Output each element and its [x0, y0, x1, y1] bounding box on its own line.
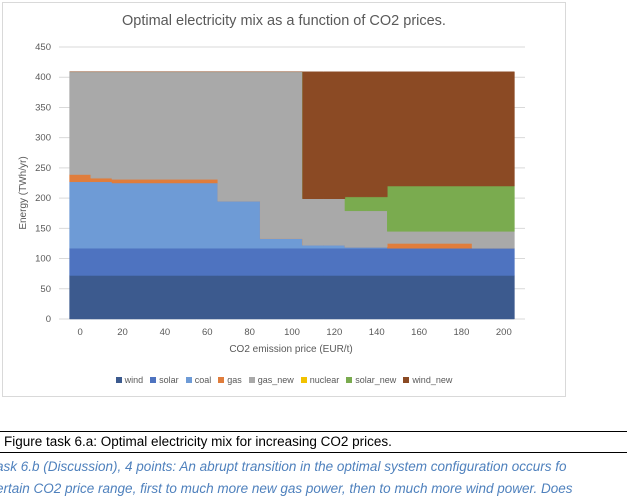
- legend: wind solar coal gas gas_new nuclear solar_new w…: [3, 375, 565, 385]
- legend-swatch: [300, 377, 307, 383]
- legend-item-nuclear: nuclear: [300, 375, 340, 385]
- y-tick-label: 400: [35, 72, 51, 83]
- task-text-line-2: ertain CO2 price range, first to much mo…: [0, 481, 573, 496]
- task-text: ask 6.b (Discussion), 4 points: An abrup…: [0, 456, 627, 500]
- x-tick-label: 80: [244, 327, 255, 338]
- area-stack: [69, 71, 515, 320]
- legend-label: nuclear: [309, 375, 340, 385]
- legend-label: solar_new: [355, 375, 397, 385]
- series-area-solar: [69, 248, 515, 276]
- legend-swatch: [248, 377, 255, 383]
- x-tick-label: 100: [284, 327, 300, 338]
- y-tick-label: 150: [35, 223, 51, 234]
- chart-plot: 0 50 100 150 200 250 300 350 400 450 0 20 40 60 80 100 1…: [18, 42, 525, 355]
- x-tick-label: 180: [454, 327, 470, 338]
- x-tick-label: 40: [160, 327, 171, 338]
- y-tick-label: 100: [35, 254, 51, 265]
- x-tick-label: 140: [369, 327, 385, 338]
- x-tick-label: 0: [78, 327, 83, 338]
- x-tick-label: 60: [202, 327, 213, 338]
- chart-title: Optimal electricity mix as a function of…: [122, 13, 446, 29]
- legend-item-wind: wind: [115, 375, 144, 385]
- legend-label: wind: [124, 375, 144, 385]
- legend-item-coal: coal: [185, 375, 212, 385]
- y-tick-label: 350: [35, 102, 51, 113]
- legend-item-gas: gas: [218, 375, 242, 385]
- legend-item-solar: solar: [150, 375, 179, 385]
- x-tick-label: 160: [411, 327, 427, 338]
- axes: 0 50 100 150 200 250 300 350 400 450 0 20 40 60 80 100 1…: [35, 42, 512, 338]
- legend-swatch: [150, 377, 157, 383]
- caption-rule-bottom: [0, 452, 627, 453]
- y-tick-label: 300: [35, 133, 51, 144]
- x-tick-label: 200: [496, 327, 512, 338]
- y-tick-label: 200: [35, 193, 51, 204]
- task-text-line-1: ask 6.b (Discussion), 4 points: An abrup…: [0, 459, 567, 474]
- legend-label: wind_new: [412, 375, 453, 385]
- x-tick-label: 20: [117, 327, 128, 338]
- legend-item-solar_new: solar_new: [346, 375, 396, 385]
- y-tick-label: 450: [35, 42, 51, 53]
- figure-caption: Figure task 6.a: Optimal electricity mix…: [4, 434, 392, 449]
- legend-label: gas: [227, 375, 242, 385]
- legend-swatch: [403, 377, 410, 383]
- series-area-wind: [69, 275, 515, 320]
- legend-item-gas_new: gas_new: [248, 375, 294, 385]
- legend-swatch: [185, 377, 192, 383]
- legend-label: solar: [159, 375, 179, 385]
- x-tick-label: 120: [326, 327, 342, 338]
- y-tick-label: 250: [35, 163, 51, 174]
- legend-item-wind_new: wind_new: [403, 375, 452, 385]
- legend-label: coal: [194, 375, 212, 385]
- legend-swatch: [218, 377, 225, 383]
- series-area-wind_new: [69, 71, 515, 199]
- y-tick-label: 50: [40, 284, 51, 295]
- x-axis-title: CO2 emission price (EUR/t): [229, 344, 352, 355]
- legend-swatch: [115, 377, 122, 383]
- y-axis-title: Energy (TWh/yr): [18, 156, 29, 229]
- legend-label: gas_new: [257, 375, 294, 385]
- legend-swatch: [346, 377, 353, 383]
- y-tick-label: 0: [46, 314, 51, 325]
- chart-frame: Optimal electricity mix as a function of…: [2, 2, 566, 397]
- caption-rule-top: [0, 431, 627, 432]
